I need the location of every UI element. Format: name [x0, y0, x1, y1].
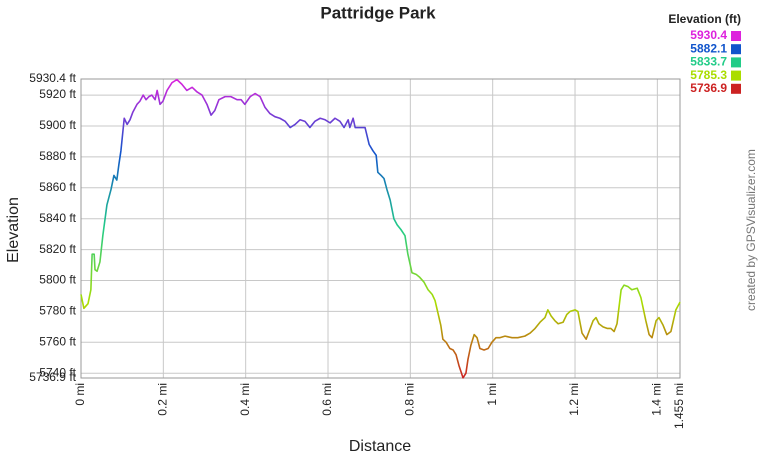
y-tick-label: 5740 ft: [39, 365, 76, 379]
legend-swatch: [731, 44, 741, 55]
y-tick-label: 5760 ft: [39, 334, 76, 348]
x-tick-label: 1.455 mi: [672, 383, 686, 429]
legend-label: 5736.9: [690, 81, 727, 95]
elevation-line: [80, 78, 681, 379]
y-axis-title: Elevation: [5, 197, 22, 263]
y-tick-label: 5920 ft: [39, 87, 76, 101]
x-tick-label: 0.4 mi: [238, 383, 252, 416]
x-axis-title: Distance: [349, 438, 411, 455]
y-tick-label: 5840 ft: [39, 211, 76, 225]
y-tick-label: 5736.9 ft: [29, 370, 76, 384]
legend-title: Elevation (ft): [668, 12, 741, 26]
y-tick-label: 5930.4 ft: [29, 71, 76, 85]
y-tick-label: 5900 ft: [39, 118, 76, 132]
x-tick-label: 0.2 mi: [156, 383, 170, 416]
legend-label: 5785.3: [690, 68, 727, 82]
x-tick-label: 0.8 mi: [403, 383, 417, 416]
x-tick-label: 1 mi: [485, 383, 499, 406]
x-tick-label: 0 mi: [73, 383, 87, 406]
legend-swatch: [731, 57, 741, 68]
legend-label: 5833.7: [690, 55, 727, 69]
credit: created by GPSVisualizer.com: [744, 149, 758, 311]
legend-label: 5930.4: [690, 28, 727, 42]
legend-swatch: [731, 70, 741, 81]
y-tick-label: 5860 ft: [39, 180, 76, 194]
y-tick-label: 5780 ft: [39, 304, 76, 318]
y-tick-label: 5880 ft: [39, 149, 76, 163]
x-tick-label: 1.4 mi: [650, 383, 664, 416]
x-tick-label: 1.2 mi: [567, 383, 581, 416]
legend-label: 5882.1: [690, 41, 727, 55]
x-tick-label: 0.6 mi: [320, 383, 334, 416]
y-tick-label: 5800 ft: [39, 273, 76, 287]
legend-swatch: [731, 83, 741, 94]
chart-title: Pattridge Park: [320, 3, 436, 22]
plot-frame: [80, 78, 681, 379]
legend-swatch: [731, 31, 741, 41]
y-tick-label: 5820 ft: [39, 242, 76, 256]
